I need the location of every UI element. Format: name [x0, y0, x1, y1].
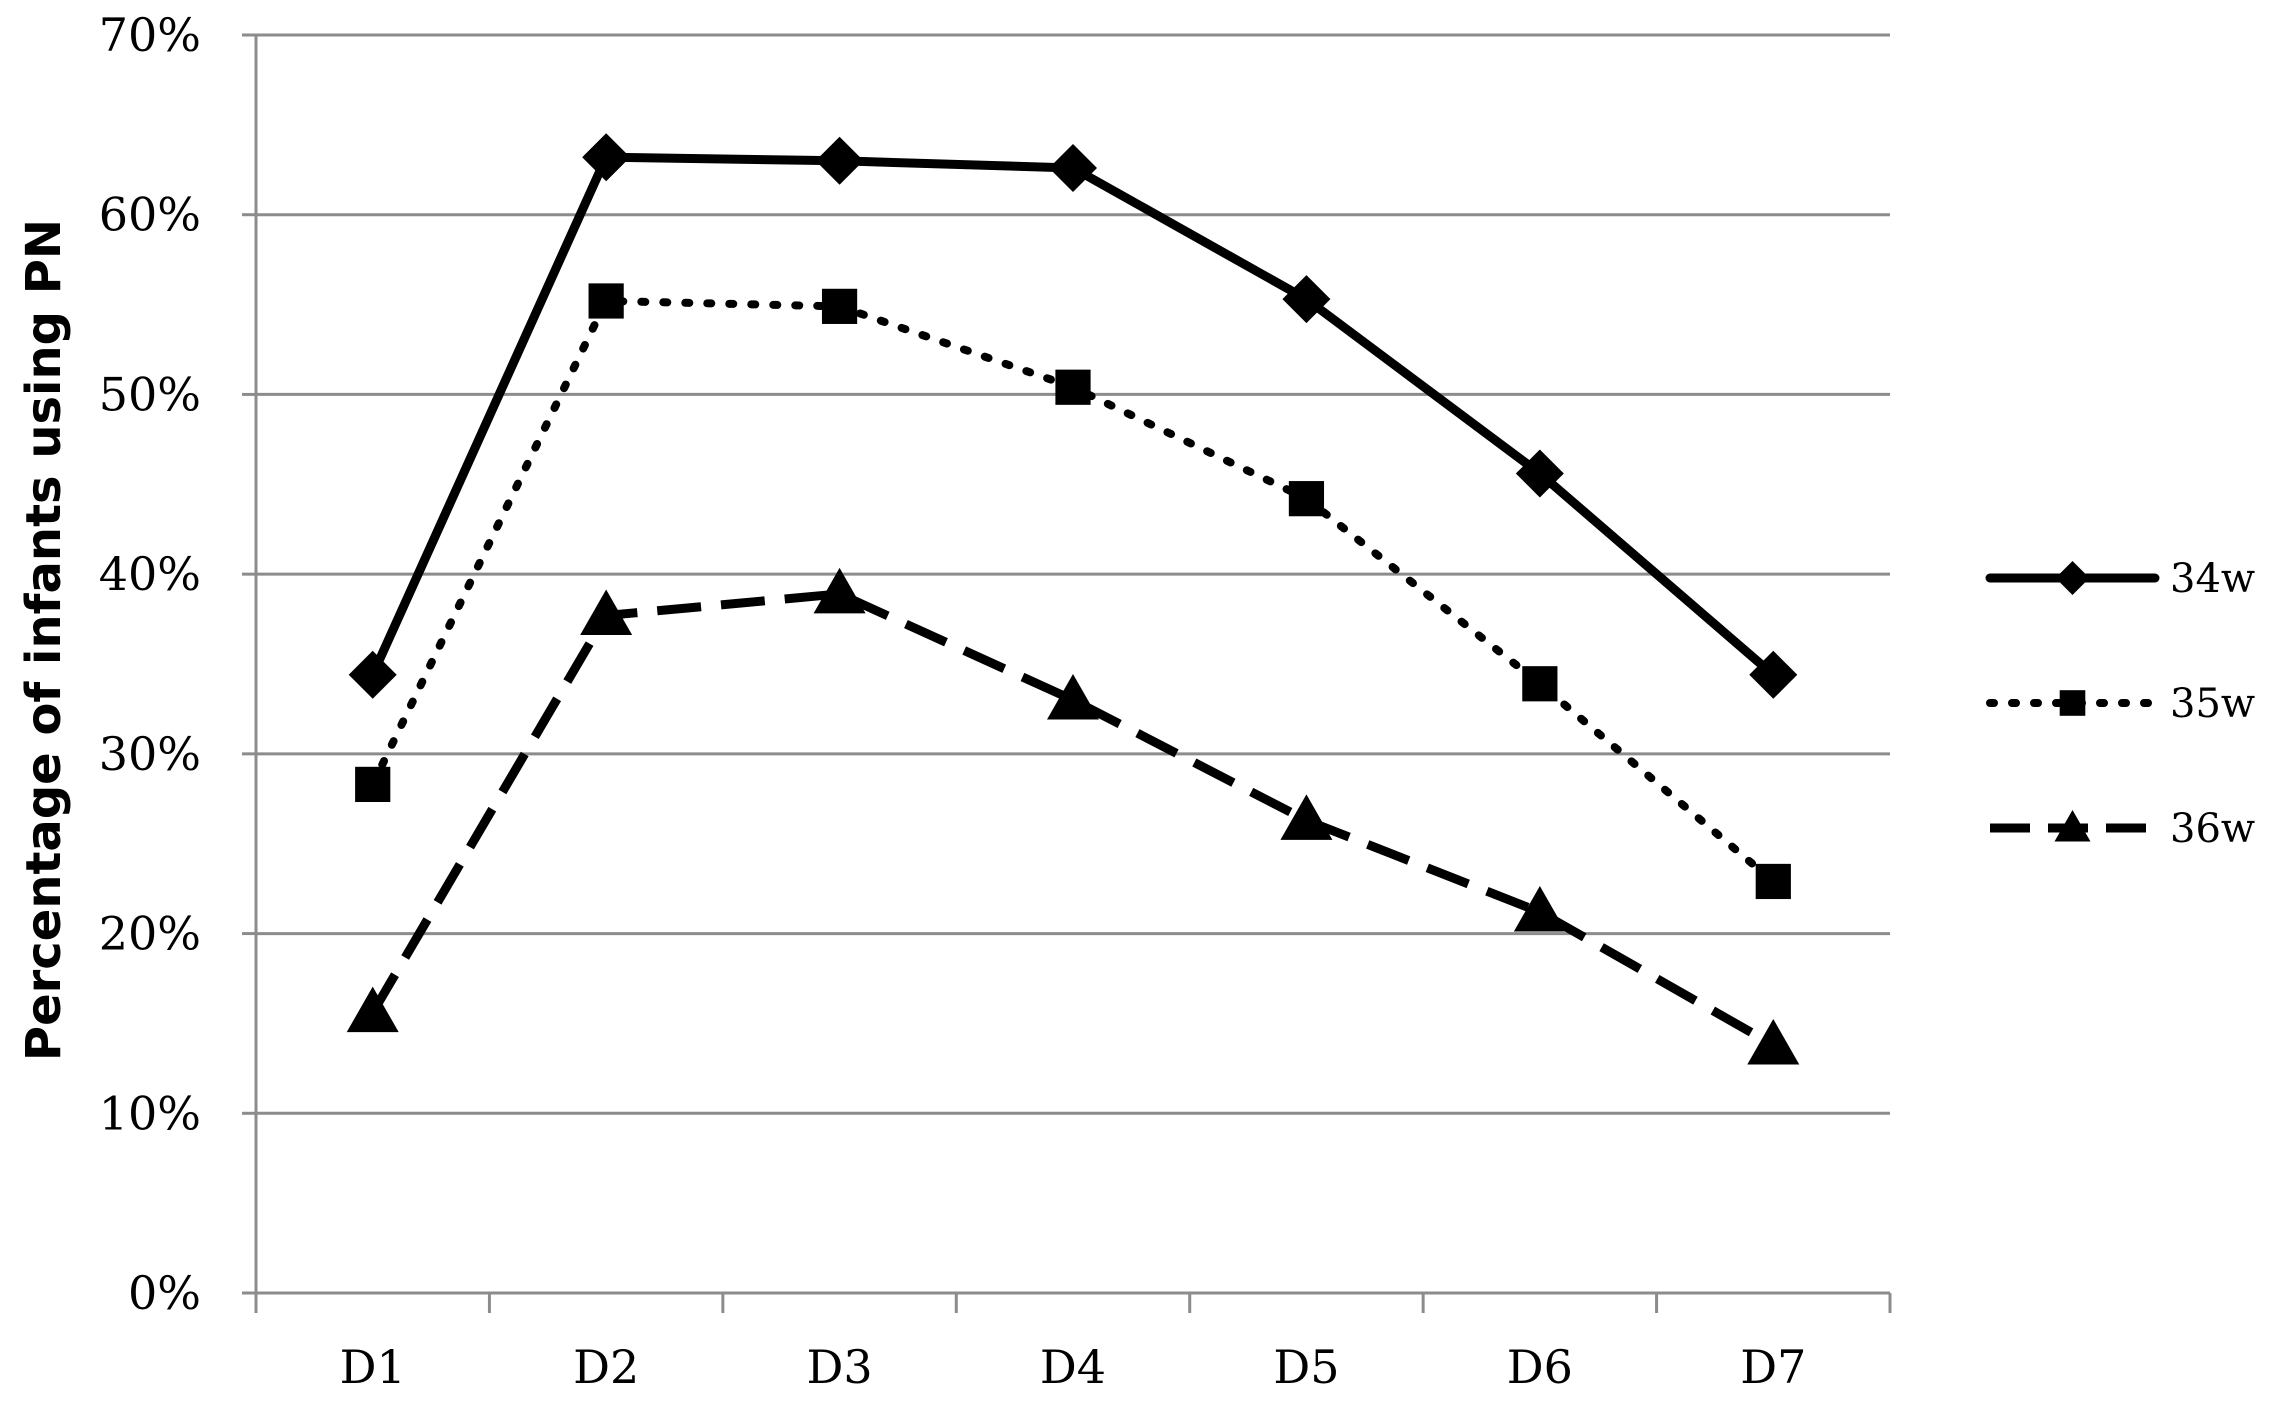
y-axis-tick-labels: 0% 10% 20% 30% 40% 50% 60% 70% [99, 8, 201, 1320]
data-point-triangle [1513, 886, 1566, 932]
legend-label: 35w [2170, 681, 2255, 727]
legend-item-34w: 34w [1985, 556, 2255, 602]
series-line [368, 589, 1776, 1049]
y-tick-label: 0% [128, 1266, 201, 1320]
x-tick-label: D7 [1740, 1340, 1806, 1394]
data-point-diamond [815, 136, 864, 185]
data-point-square [588, 283, 624, 319]
legend-label: 34w [2170, 556, 2255, 602]
y-tick-label: 60% [99, 188, 201, 242]
gridlines [256, 33, 1890, 1115]
x-axis-tick-labels: D1 D2 D3 D4 D5 D6 D7 [340, 1340, 1807, 1394]
x-tick-label: D1 [340, 1340, 406, 1394]
y-tick-label: 30% [99, 727, 201, 781]
y-tick-label: 50% [99, 367, 201, 421]
legend: 34w 35w 36w [1985, 556, 2255, 852]
y-tick-label: 10% [99, 1086, 201, 1140]
axes [242, 33, 1892, 1313]
data-point-square [1288, 481, 1325, 517]
x-tick-label: D6 [1507, 1340, 1573, 1394]
data-point-triangle [346, 986, 399, 1033]
series-36w [346, 567, 1800, 1065]
series-35w [355, 283, 1791, 900]
series-layer [346, 133, 1800, 1065]
x-tick-label: D4 [1040, 1340, 1106, 1394]
data-point-diamond [1049, 143, 1097, 192]
series-34w [348, 133, 1798, 699]
series-line [368, 152, 1778, 680]
y-tick-label: 70% [99, 8, 201, 62]
data-point-diamond [582, 133, 631, 182]
data-point-diamond [348, 650, 397, 699]
data-point-triangle [580, 589, 633, 635]
legend-item-36w: 36w [1990, 806, 2255, 852]
legend-item-35w: 35w [1986, 681, 2255, 727]
legend-marker-diamond [2055, 561, 2090, 595]
data-point-diamond [1515, 449, 1564, 498]
legend-marker-square [2059, 690, 2086, 716]
y-axis-title: Percentage of infants using PN [16, 219, 72, 1061]
data-point-square [1755, 863, 1791, 900]
data-point-triangle [1280, 794, 1333, 840]
data-point-triangle [1747, 1018, 1800, 1065]
x-tick-label: D2 [573, 1340, 639, 1394]
data-point-diamond [1282, 275, 1331, 324]
data-point-triangle [813, 567, 866, 614]
data-point-square [355, 766, 391, 803]
x-tick-label: D3 [806, 1340, 872, 1394]
data-point-square [1522, 666, 1558, 702]
legend-marker-triangle [2054, 810, 2091, 842]
legend-label: 36w [2170, 806, 2255, 852]
data-point-triangle [1047, 673, 1099, 720]
data-point-square [821, 288, 858, 324]
y-tick-label: 40% [99, 547, 201, 601]
data-point-diamond [1749, 650, 1798, 699]
x-tick-label: D5 [1273, 1340, 1339, 1394]
y-tick-label: 20% [99, 907, 201, 961]
data-point-square [1055, 369, 1091, 405]
